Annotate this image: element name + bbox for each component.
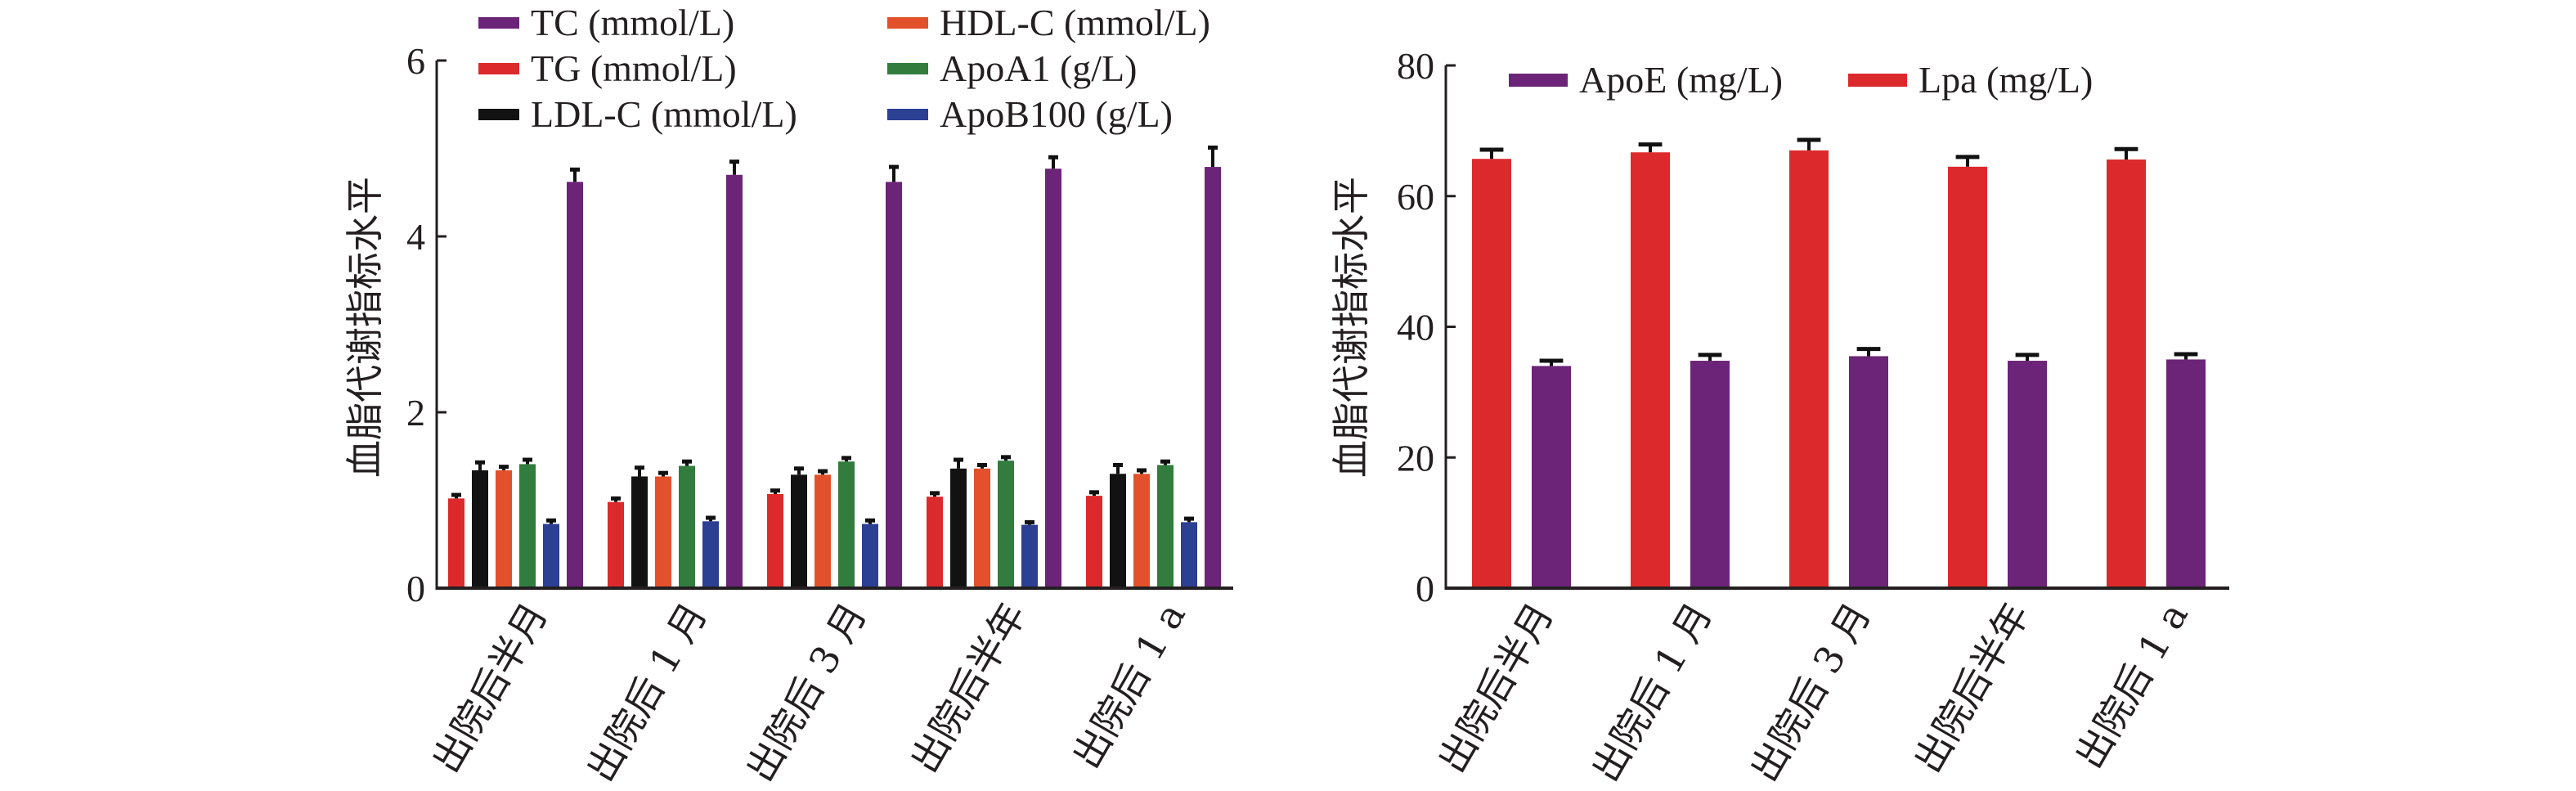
legend-swatch bbox=[1848, 74, 1907, 87]
y-tick-label: 20 bbox=[1397, 437, 1434, 479]
y-axis-title: 血脂代谢指标水平 bbox=[343, 177, 387, 478]
bar-apoa1-1 bbox=[519, 464, 536, 588]
bar-tg-4 bbox=[927, 497, 943, 588]
x-tick-label: 出院后 1 月 bbox=[578, 595, 716, 789]
bar-hdl-c-2 bbox=[655, 476, 671, 588]
chart-right: 出院后半月 出院后 1 月出院后 3 月出院后半年 出院后 1 a 0 20 40 60 80… bbox=[1329, 45, 2229, 789]
bar-ldl-c-3 bbox=[791, 474, 807, 588]
x-tick-label: 出院后 3 月 bbox=[738, 595, 875, 789]
bar-lpa-2 bbox=[1631, 152, 1670, 588]
y-tick-label: 40 bbox=[1397, 307, 1434, 348]
bar-hdl-c-3 bbox=[815, 474, 831, 588]
y-tick-label: 80 bbox=[1397, 45, 1434, 87]
bar-apob100-3 bbox=[862, 524, 878, 588]
legend-swatch bbox=[1509, 74, 1568, 87]
bar-tg-3 bbox=[767, 493, 783, 588]
bar-apoe-3 bbox=[1849, 356, 1888, 588]
legend-swatch bbox=[478, 17, 519, 29]
legend-label: ApoE (mg/L) bbox=[1579, 59, 1783, 101]
x-tick-label: 出院后 1 a bbox=[2067, 595, 2197, 776]
x-tick-label: 出院后半年 bbox=[1905, 595, 2038, 780]
chart-left: 出院后半月 出院后 1 月出院后 3 月出院后半年 出院后 1 a 0 2 4 6 血脂代谢指… bbox=[343, 2, 1233, 789]
y-axis-title: 血脂代谢指标水平 bbox=[1329, 177, 1373, 478]
y-tick-label: 60 bbox=[1397, 176, 1434, 218]
bar-ldl-c-4 bbox=[950, 468, 967, 588]
legend-swatch bbox=[478, 63, 519, 74]
bar-hdl-c-4 bbox=[974, 468, 990, 588]
bar-apoa1-5 bbox=[1157, 465, 1174, 588]
x-tick-label: 出院后半月 bbox=[1429, 595, 1562, 780]
y-tick-label: 0 bbox=[406, 568, 425, 609]
x-tick-label: 出院后 1 月 bbox=[1583, 595, 1721, 789]
bar-apob100-4 bbox=[1021, 524, 1038, 588]
legend-label: ApoA1 (g/L) bbox=[940, 47, 1137, 89]
bar-apob100-2 bbox=[702, 521, 719, 588]
bar-lpa-3 bbox=[1789, 150, 1829, 588]
legend-label: TC (mmol/L) bbox=[531, 2, 734, 43]
x-tick-label: 出院后 1 a bbox=[1064, 595, 1194, 776]
bar-tc-2 bbox=[726, 174, 743, 588]
bar-tc-4 bbox=[1045, 169, 1061, 589]
bar-hdl-c-1 bbox=[496, 470, 512, 588]
bar-tg-1 bbox=[448, 498, 464, 588]
bar-tc-5 bbox=[1205, 167, 1221, 588]
legend-swatch bbox=[478, 109, 519, 120]
y-tick-label: 4 bbox=[406, 216, 425, 258]
bar-apoa1-2 bbox=[679, 465, 695, 588]
y-tick-label: 6 bbox=[406, 40, 425, 82]
legend-swatch bbox=[887, 17, 928, 29]
legend-label: ApoB100 (g/L) bbox=[940, 93, 1173, 135]
y-tick-label: 0 bbox=[1416, 568, 1434, 609]
legend-label: TG (mmol/L) bbox=[531, 47, 737, 89]
legend-label: LDL-C (mmol/L) bbox=[531, 93, 797, 135]
legend-swatch bbox=[887, 63, 928, 74]
bar-apob100-5 bbox=[1181, 522, 1197, 588]
bar-apoa1-4 bbox=[998, 461, 1014, 588]
bar-apoe-1 bbox=[1532, 366, 1571, 588]
bar-hdl-c-5 bbox=[1133, 474, 1150, 588]
bar-apoe-4 bbox=[2008, 361, 2047, 588]
legend-label: Lpa (mg/L) bbox=[1919, 59, 2093, 101]
bar-lpa-1 bbox=[1472, 159, 1511, 588]
bar-apoe-5 bbox=[2166, 359, 2206, 588]
x-tick-label: 出院后半月 bbox=[424, 595, 556, 780]
bar-apoa1-3 bbox=[838, 461, 855, 588]
bar-ldl-c-2 bbox=[631, 476, 648, 588]
bar-ldl-c-1 bbox=[472, 470, 488, 588]
bar-tg-5 bbox=[1086, 496, 1102, 588]
legend-label: HDL-C (mmol/L) bbox=[940, 2, 1210, 43]
legend-swatch bbox=[887, 109, 928, 120]
y-tick-label: 2 bbox=[406, 392, 425, 434]
bar-apoe-2 bbox=[1690, 361, 1730, 588]
bar-ldl-c-5 bbox=[1110, 474, 1126, 588]
x-tick-label: 出院后 3 月 bbox=[1742, 595, 1879, 789]
bar-tc-1 bbox=[567, 182, 583, 588]
bar-tg-2 bbox=[608, 501, 624, 588]
bar-lpa-5 bbox=[2107, 160, 2146, 588]
bar-tc-3 bbox=[886, 182, 902, 588]
bar-lpa-4 bbox=[1948, 166, 1987, 588]
bar-apob100-1 bbox=[543, 524, 559, 588]
x-tick-label: 出院后半年 bbox=[902, 595, 1034, 780]
